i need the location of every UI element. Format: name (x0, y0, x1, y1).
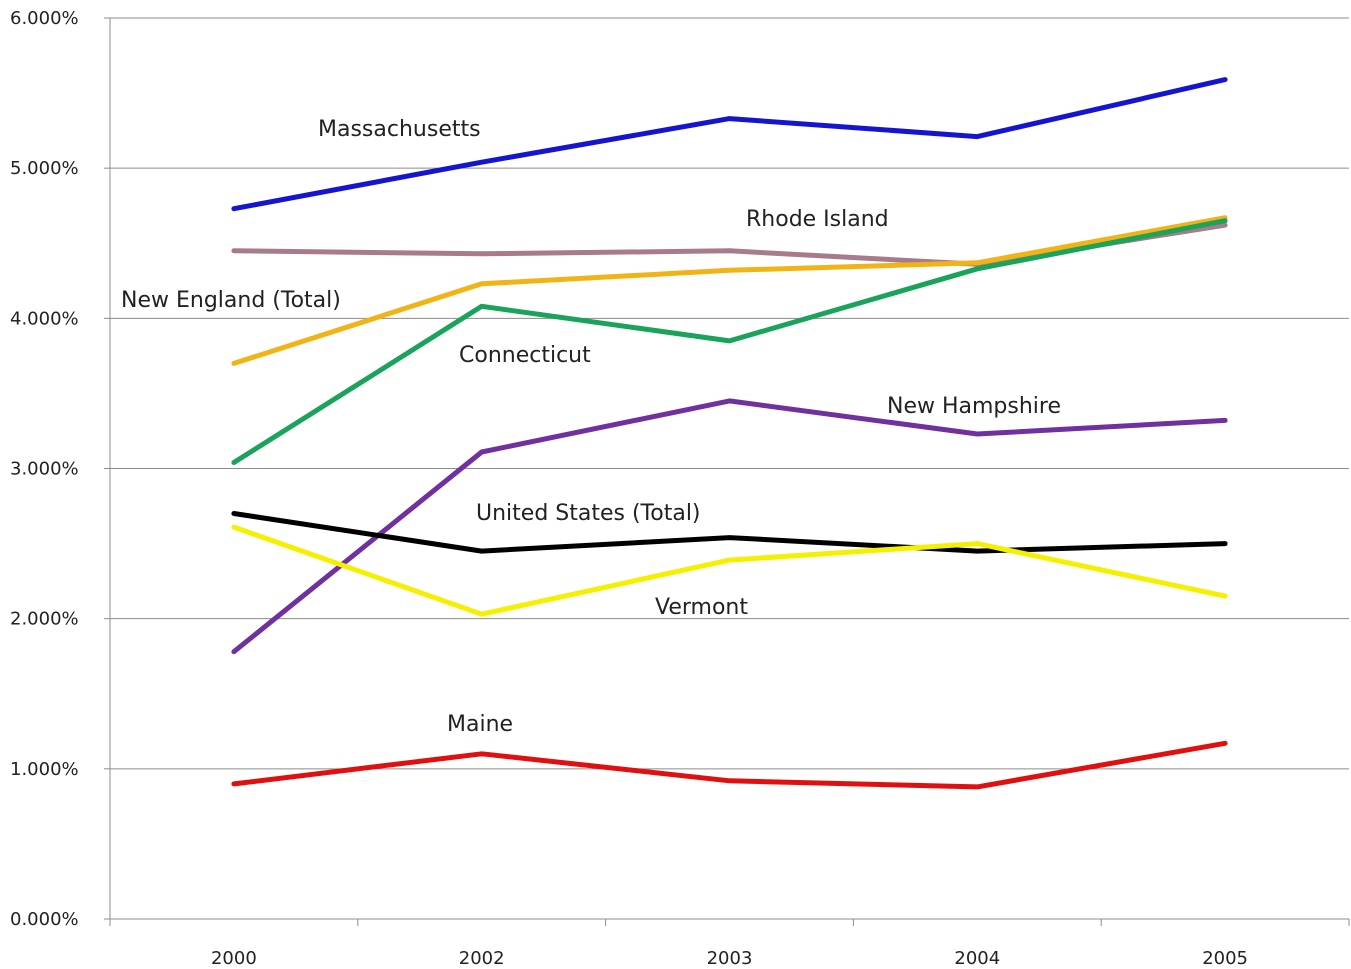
series-label-connecticut: Connecticut (459, 343, 591, 368)
series-line-vermont (231, 524, 1228, 617)
y-tick-label: 0.000% (10, 909, 79, 930)
series-label-massachusetts: Massachusetts (318, 117, 481, 142)
series-line-united-states-total (231, 511, 1228, 554)
series-lines (231, 77, 1228, 790)
series-line-new-england-total (231, 215, 1228, 366)
series-label-united-states-total: United States (Total) (476, 501, 701, 526)
gridlines (110, 17, 1349, 770)
series-label-new-england-total: New England (Total) (121, 288, 341, 313)
series-label-maine: Maine (447, 712, 513, 737)
tick-labels: 0.000% 1.000% 2.000% 3.000% 4.000% 5.000% 6.00… (10, 8, 1248, 969)
x-tick-label: 2000 (211, 948, 257, 969)
series-line-massachusetts (231, 77, 1228, 212)
y-tick-label: 4.000% (10, 308, 79, 329)
y-tick-label: 3.000% (10, 459, 79, 480)
series-line-maine (231, 740, 1228, 790)
series-label-vermont: Vermont (655, 595, 748, 620)
y-tick-label: 6.000% (10, 8, 79, 29)
x-tick-label: 2004 (954, 948, 1000, 969)
series-labels: Massachusetts Rhode Island New England (To… (121, 117, 1061, 737)
x-tick-label: 2005 (1202, 948, 1248, 969)
y-tick-label: 5.000% (10, 158, 79, 179)
y-tick-label: 1.000% (10, 759, 79, 780)
series-label-rhode-island: Rhode Island (746, 207, 889, 232)
series-line-connecticut (231, 218, 1228, 465)
x-tick-label: 2002 (459, 948, 505, 969)
series-label-new-hampshire: New Hampshire (887, 394, 1061, 419)
x-tick-label: 2003 (707, 948, 753, 969)
axes (104, 17, 1350, 926)
y-tick-label: 2.000% (10, 609, 79, 630)
series-line-new-hampshire (231, 398, 1228, 655)
